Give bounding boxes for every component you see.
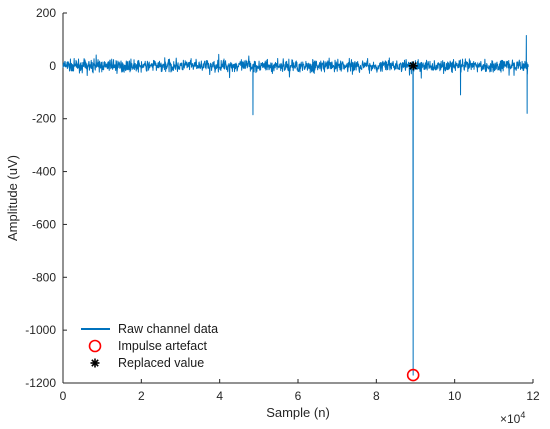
y-tick-label: -400 — [32, 165, 56, 179]
y-tick-label: -200 — [32, 112, 56, 126]
legend: Raw channel data Impulse artefact Replac… — [81, 322, 218, 370]
replaced-value-marker — [408, 61, 418, 71]
y-tick-label: -1000 — [25, 323, 56, 337]
legend-label-raw: Raw channel data — [118, 322, 218, 336]
tick-labels: 0 2 4 6 8 10 12 200 0 -200 -400 -600 -800 -1000 -1200 — [25, 6, 540, 403]
raw-channel-line — [62, 34, 529, 376]
y-tick-label: 200 — [36, 6, 56, 20]
legend-marker-impulse — [88, 339, 102, 353]
legend-label-replaced: Replaced value — [118, 356, 204, 370]
x-tick-label: 0 — [60, 389, 67, 403]
y-axis-title: Amplitude (uV) — [5, 155, 20, 241]
x-tick-label: 12 — [526, 389, 540, 403]
x-tick-label: 6 — [295, 389, 302, 403]
legend-label-impulse: Impulse artefact — [118, 339, 207, 353]
legend-marker-replaced — [90, 358, 100, 368]
x-tick-label: 2 — [138, 389, 145, 403]
x-tick-label: 8 — [373, 389, 380, 403]
y-tick-label: -800 — [32, 270, 56, 284]
x-exponent: ×104 — [500, 410, 525, 426]
y-tick-label: -1200 — [25, 376, 56, 390]
y-tick-label: 0 — [49, 59, 56, 73]
x-axis-title: Sample (n) — [266, 405, 330, 420]
x-tick-label: 10 — [448, 389, 462, 403]
x-tick-label: 4 — [216, 389, 223, 403]
y-tick-label: -600 — [32, 217, 56, 231]
impulse-artefact-marker — [406, 368, 420, 382]
plot-area — [62, 34, 529, 382]
x-exponent-base: ×10 — [500, 412, 521, 426]
x-exponent-power: 4 — [520, 410, 525, 420]
